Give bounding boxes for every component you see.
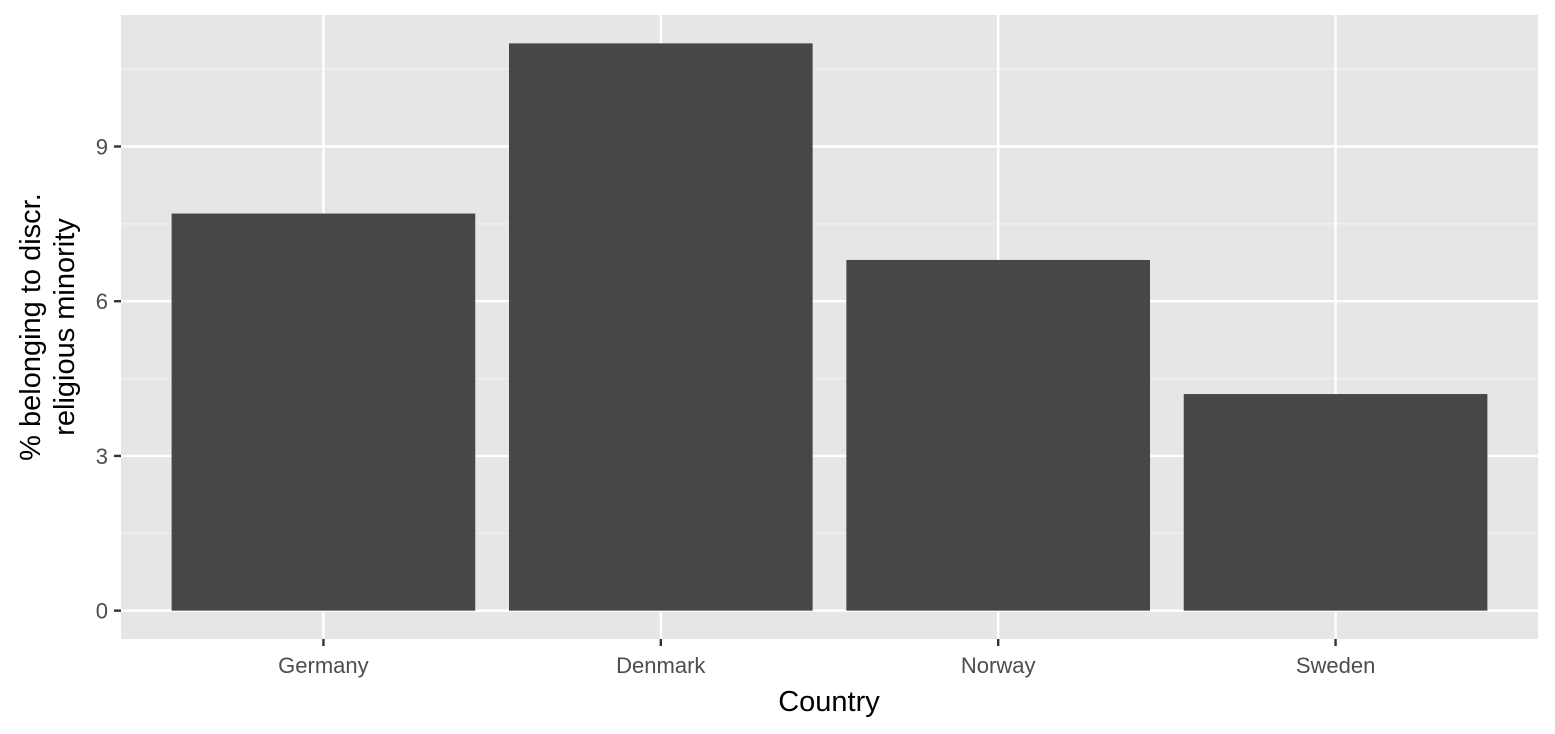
bar-germany — [171, 213, 476, 611]
bar-sweden — [1183, 394, 1488, 611]
x-axis-title: Country — [778, 686, 880, 718]
x-tick-label-sweden: Sweden — [1296, 653, 1376, 678]
y-tick-label-3: 3 — [96, 444, 108, 469]
x-axis: Germany Denmark Norway Sweden — [278, 639, 1375, 678]
bar-denmark — [508, 43, 813, 611]
x-tick-label-germany: Germany — [278, 653, 368, 678]
x-tick-label-norway: Norway — [961, 653, 1036, 678]
y-tick-label-9: 9 — [96, 135, 108, 160]
x-tick-label-denmark: Denmark — [616, 653, 706, 678]
y-axis-title-line-1: % belonging to discr. — [15, 193, 47, 461]
bar-norway — [846, 259, 1151, 611]
y-axis-title-line-2: religious minority — [49, 218, 81, 436]
y-axis: 0 3 6 9 — [96, 135, 121, 624]
y-tick-label-0: 0 — [96, 599, 108, 624]
y-axis-title: % belonging to discr. religious minority — [15, 193, 81, 461]
y-tick-label-6: 6 — [96, 289, 108, 314]
bars — [171, 43, 1488, 611]
